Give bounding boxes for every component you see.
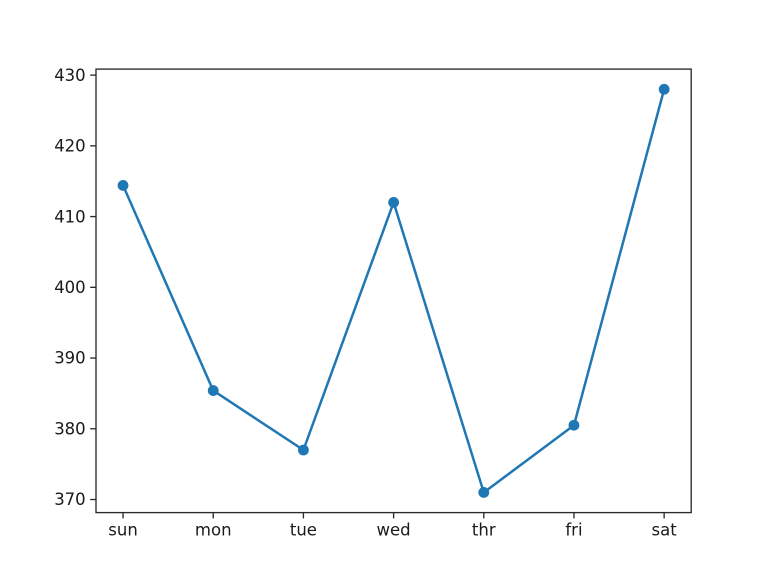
y-tick-label: 420 (54, 137, 86, 156)
data-point-tue (298, 444, 309, 456)
y-tick-label: 400 (54, 278, 86, 297)
y-tick-label: 430 (54, 66, 86, 85)
y-tick-label: 370 (54, 490, 86, 509)
data-point-wed (388, 197, 399, 208)
y-tick-label: 410 (54, 207, 86, 226)
x-tick-label-thr: thr (472, 521, 496, 540)
y-tick-label: 380 (54, 419, 86, 438)
y-tick-label: 390 (54, 349, 86, 368)
x-tick-label-mon: mon (195, 521, 232, 540)
x-tick-label-wed: wed (377, 521, 411, 540)
data-point-mon (207, 385, 219, 396)
data-point-sun (117, 180, 129, 191)
data-point-fri (568, 419, 580, 431)
data-point-thr (478, 487, 490, 498)
x-tick-label-sat: sat (652, 521, 678, 540)
x-tick-label-fri: fri (565, 521, 582, 540)
x-tick-label-sun: sun (108, 521, 138, 540)
data-point-sat (658, 83, 670, 95)
x-tick-label-tue: tue (290, 521, 317, 540)
